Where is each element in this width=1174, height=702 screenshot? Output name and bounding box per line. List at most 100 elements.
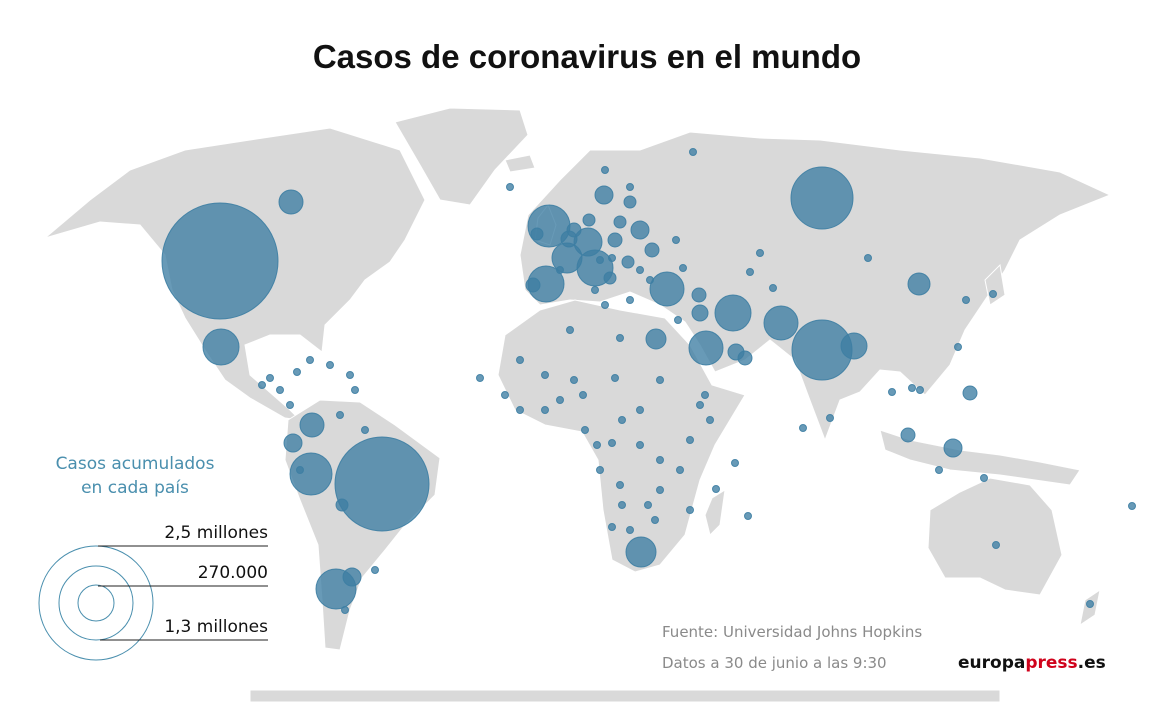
country-bubble-small	[689, 148, 697, 156]
country-bubble-small	[286, 401, 294, 409]
country-bubble-small	[616, 334, 624, 342]
country-bubble	[566, 222, 582, 238]
brand-part: europa	[958, 653, 1026, 673]
country-bubble-small	[501, 391, 509, 399]
country-bubble-small	[656, 376, 664, 384]
country-bubble-small	[1128, 502, 1136, 510]
country-bubble	[943, 438, 963, 458]
land-africa	[497, 299, 746, 573]
legend-circle-medium	[58, 565, 134, 641]
country-bubble-small	[608, 254, 616, 262]
country-bubble-small	[636, 441, 644, 449]
legend-circle-small	[77, 584, 115, 622]
country-bubble	[644, 242, 660, 258]
country-bubble	[691, 304, 709, 322]
country-bubble-small	[656, 486, 664, 494]
country-bubble	[334, 436, 430, 532]
country-bubble-small	[601, 301, 609, 309]
country-bubble-small	[962, 296, 970, 304]
country-bubble-small	[306, 356, 314, 364]
country-bubble	[289, 452, 333, 496]
source-note: Fuente: Universidad Johns Hopkins	[662, 623, 923, 641]
legend-title-line: en cada país	[81, 478, 189, 498]
country-bubble-small	[570, 376, 578, 384]
page-title: Casos de coronavirus en el mundo	[312, 38, 862, 75]
brand-part: press	[1025, 653, 1078, 673]
country-bubble-small	[686, 506, 694, 514]
country-bubble-small	[626, 183, 634, 191]
country-bubble-small	[341, 606, 349, 614]
country-bubble-small	[888, 388, 896, 396]
country-bubble	[582, 213, 596, 227]
country-bubble-small	[656, 456, 664, 464]
date-note: Datos a 30 de junio a las 9:30	[662, 654, 887, 672]
country-bubble	[840, 332, 868, 360]
country-bubble	[649, 271, 685, 307]
country-bubble-small	[756, 249, 764, 257]
country-bubble-small	[954, 343, 962, 351]
country-bubble-small	[601, 166, 609, 174]
country-bubble	[630, 220, 650, 240]
country-bubble-small	[746, 268, 754, 276]
country-bubble-small	[674, 316, 682, 324]
country-bubble-small	[908, 384, 916, 392]
country-bubble	[623, 195, 637, 209]
country-bubble	[737, 350, 753, 366]
country-bubble-small	[556, 396, 564, 404]
country-bubble-small	[541, 406, 549, 414]
country-bubble-small	[556, 266, 564, 274]
country-bubble-small	[326, 361, 334, 369]
country-bubble-small	[361, 426, 369, 434]
country-bubble	[603, 271, 617, 285]
country-bubble	[907, 272, 931, 296]
country-bubble	[900, 427, 916, 443]
country-bubble	[278, 189, 304, 215]
country-bubble-small	[506, 183, 514, 191]
country-bubble	[714, 294, 752, 332]
country-bubble-small	[672, 236, 680, 244]
country-bubble-small	[626, 526, 634, 534]
country-bubble	[525, 277, 541, 293]
country-bubble	[283, 433, 303, 453]
country-bubble-small	[636, 266, 644, 274]
country-bubble-small	[476, 374, 484, 382]
country-bubble-small	[581, 426, 589, 434]
country-bubble-small	[516, 406, 524, 414]
country-bubble	[645, 328, 667, 350]
legend-label-large: 2,5 millones	[164, 523, 268, 543]
country-bubble-small	[826, 414, 834, 422]
country-bubble-small	[516, 356, 524, 364]
country-bubble	[790, 166, 854, 230]
country-bubble-small	[591, 286, 599, 294]
country-bubble-small	[701, 391, 709, 399]
country-bubble	[613, 215, 627, 229]
country-bubble	[691, 287, 707, 303]
land-greenland	[394, 107, 529, 206]
legend-label-medium: 1,3 millones	[164, 617, 268, 637]
country-bubble	[594, 185, 614, 205]
country-bubble-small	[706, 416, 714, 424]
country-bubble-small	[980, 474, 988, 482]
country-bubble-small	[296, 466, 304, 474]
country-bubble-small	[646, 276, 654, 284]
country-bubble	[161, 202, 279, 320]
land-madagascar	[704, 489, 726, 536]
country-bubble-small	[686, 436, 694, 444]
legend-circle-large	[38, 545, 154, 661]
country-bubble-small	[989, 290, 997, 298]
country-bubble-small	[651, 516, 659, 524]
country-bubble-small	[644, 501, 652, 509]
country-bubble-small	[676, 466, 684, 474]
country-bubble-small	[935, 466, 943, 474]
country-bubble-small	[992, 541, 1000, 549]
country-bubble-small	[593, 441, 601, 449]
country-bubble-small	[351, 386, 359, 394]
country-bubble-small	[293, 368, 301, 376]
country-bubble-small	[618, 501, 626, 509]
country-bubble-small	[258, 381, 266, 389]
land-eurasia	[519, 131, 1112, 442]
country-bubble-small	[1086, 600, 1094, 608]
country-bubble-small	[579, 391, 587, 399]
